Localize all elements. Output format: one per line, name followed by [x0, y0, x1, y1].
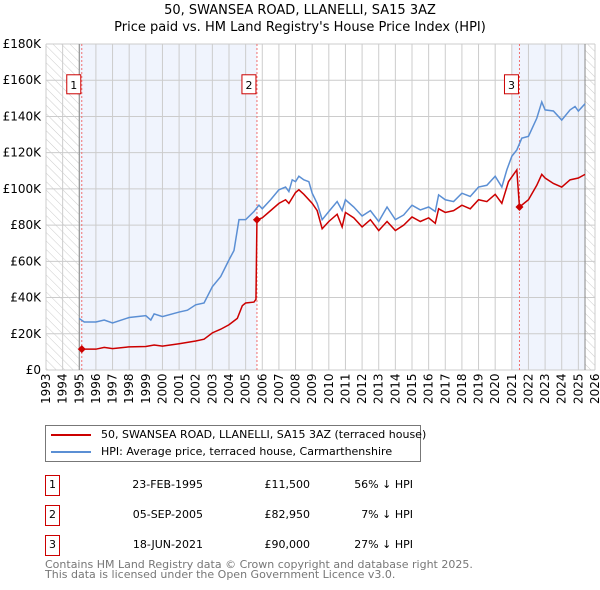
x-tick-label: 1993 [39, 373, 53, 404]
x-tick-label: 1998 [122, 373, 136, 404]
sale-label: 3 [508, 79, 515, 92]
y-tick-label: £60K [10, 254, 42, 268]
x-tick-label: 2021 [505, 373, 519, 404]
sale-number: 3 [45, 535, 60, 556]
x-tick-label: 1996 [89, 373, 103, 404]
y-tick-label: £160K [3, 73, 43, 87]
legend-swatch-property [51, 434, 91, 436]
x-tick-label: 2005 [239, 373, 253, 404]
x-tick-label: 2003 [205, 373, 219, 404]
sale-hpi-diff: 27% ↓ HPI [354, 538, 413, 551]
x-tick-label: 2020 [488, 373, 502, 404]
x-tick-label: 1999 [139, 373, 153, 404]
shaded-region [511, 44, 586, 370]
y-tick-label: £20K [10, 327, 42, 341]
x-tick-label: 2017 [438, 373, 452, 404]
x-tick-label: 2000 [155, 373, 169, 404]
y-tick-label: £100K [3, 182, 43, 196]
property-price-line [81, 167, 586, 350]
legend-label-hpi: HPI: Average price, terraced house, Carm… [101, 445, 393, 458]
x-tick-label: 2015 [405, 373, 419, 404]
sale-label: 1 [70, 79, 77, 92]
x-tick-label: 2006 [255, 373, 269, 404]
x-tick-label: 2012 [355, 373, 369, 404]
sale-date: 18-JUN-2021 [132, 538, 203, 551]
sale-row: 1 23-FEB-1995 £11,500 56% ↓ HPI [45, 475, 445, 496]
price-chart: 1993 1994 1995 1996 1997 1998 1999 2000 2001 2002… [3, 37, 600, 404]
sale-label-box [241, 74, 257, 95]
y-tick-label: £180K [3, 37, 43, 51]
x-tick-label: 2010 [322, 373, 336, 404]
x-tick-label: 2009 [305, 373, 319, 404]
x-tick-label: 2019 [472, 373, 486, 404]
x-tick-label: 2024 [555, 373, 569, 404]
y-tick-label: £0 [26, 363, 41, 377]
chart-title: 50, SWANSEA ROAD, LLANELLI, SA15 3AZ Pri… [0, 2, 600, 36]
sale-hpi-diff: 56% ↓ HPI [354, 478, 413, 491]
legend: 50, SWANSEA ROAD, LLANELLI, SA15 3AZ (te… [45, 425, 426, 462]
subtitle-line: Price paid vs. HM Land Registry's House … [114, 20, 486, 35]
y-tick-label: £140K [3, 109, 43, 123]
x-tick-label: 2008 [289, 373, 303, 404]
x-tick-label: 2016 [422, 373, 436, 404]
x-tick-label: 2013 [372, 373, 386, 404]
sale-date: 05-SEP-2005 [132, 508, 203, 521]
x-tick-label: 2007 [272, 373, 286, 404]
sale-number: 1 [45, 475, 60, 496]
sale-point [252, 215, 261, 224]
sale-point [515, 203, 524, 211]
sale-number: 2 [45, 505, 60, 526]
x-tick-label: 1995 [72, 373, 86, 404]
legend-label-property: 50, SWANSEA ROAD, LLANELLI, SA15 3AZ (te… [101, 428, 427, 441]
sale-row: 2 05-SEP-2005 £82,950 7% ↓ HPI [45, 505, 445, 526]
sale-label: 2 [245, 79, 252, 92]
sale-point [77, 345, 86, 354]
footer-line: Contains HM Land Registry data © Crown c… [45, 558, 473, 571]
x-tick-label: 1994 [56, 373, 70, 404]
x-tick-label: 2011 [338, 373, 352, 404]
footer-line: This data is licensed under the Open Gov… [45, 568, 396, 581]
sale-hpi-diff: 7% ↓ HPI [361, 508, 413, 521]
sale-label-box [503, 74, 519, 95]
x-tick-label: 2023 [538, 373, 552, 404]
sale-price: £82,950 [264, 508, 311, 521]
sale-price: £90,000 [264, 538, 311, 551]
sale-row: 3 18-JUN-2021 £90,000 27% ↓ HPI [45, 535, 445, 556]
x-tick-label: 2002 [189, 373, 203, 404]
footer: Contains HM Land Registry data © Crown c… [45, 558, 473, 581]
x-tick-label: 2001 [172, 373, 186, 404]
x-tick-label: 2018 [455, 373, 469, 404]
y-tick-label: £80K [10, 218, 42, 232]
sale-label-box [66, 74, 82, 95]
y-tick-label: £120K [3, 146, 43, 160]
x-tick-label: 2004 [222, 373, 236, 404]
hatched-region [585, 44, 595, 370]
x-tick-label: 2026 [588, 373, 600, 404]
legend-swatch-hpi [51, 451, 91, 453]
hpi-line [78, 99, 586, 324]
x-tick-label: 2022 [521, 373, 535, 404]
y-tick-label: £40K [10, 291, 42, 305]
sale-date: 23-FEB-1995 [132, 478, 203, 491]
x-tick-label: 2025 [571, 373, 585, 404]
sale-price: £11,500 [264, 478, 311, 491]
x-tick-label: 2014 [388, 373, 402, 404]
title-line: 50, SWANSEA ROAD, LLANELLI, SA15 3AZ [164, 3, 436, 18]
x-tick-label: 1997 [106, 373, 120, 404]
